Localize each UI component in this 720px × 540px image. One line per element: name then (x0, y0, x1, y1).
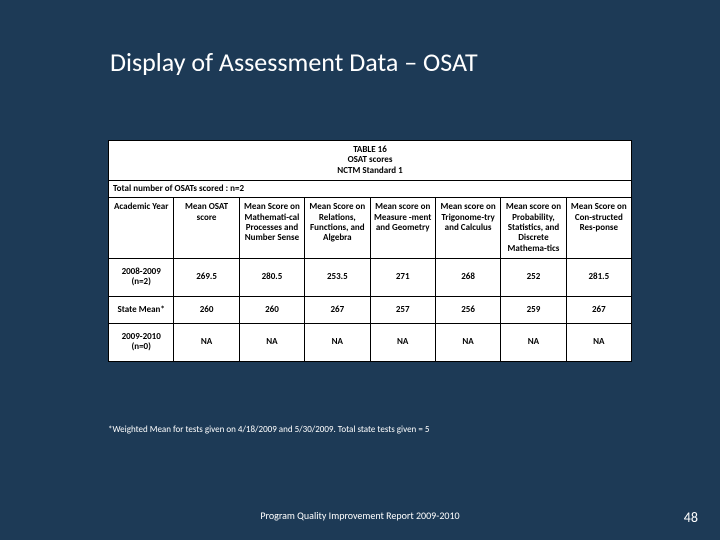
table-container: TABLE 16 OSAT scores NCTM Standard 1 Tot… (108, 140, 632, 362)
footer-title: Program Quality Improvement Report 2009-… (0, 509, 720, 522)
caption-line: NCTM Standard 1 (109, 166, 631, 176)
table-caption: TABLE 16 OSAT scores NCTM Standard 1 (109, 141, 632, 181)
cell: NA (174, 324, 239, 362)
col-header: Mean score on Probability, Statistics, a… (501, 198, 566, 259)
cell: NA (435, 324, 500, 362)
table-subheader: Total number of OSATs scored : n=2 (109, 181, 632, 198)
footnote: *Weighted Mean for tests given on 4/18/2… (108, 424, 429, 435)
col-header: Mean Score on Relations, Functions, and … (305, 198, 370, 259)
cell: NA (239, 324, 304, 362)
row-label: 2008-2009 (n=2) (109, 259, 174, 297)
slide-title: Display of Assessment Data – OSAT (110, 46, 478, 78)
cell: 259 (501, 296, 566, 323)
cell: NA (305, 324, 370, 362)
cell: 267 (305, 296, 370, 323)
page-number: 48 (684, 509, 698, 526)
cell: 271 (370, 259, 435, 297)
cell: NA (370, 324, 435, 362)
row-label: State Mean* (109, 296, 174, 323)
cell: 280.5 (239, 259, 304, 297)
col-header: Mean Score on Mathemati-cal Processes an… (239, 198, 304, 259)
cell: 269.5 (174, 259, 239, 297)
cell: 253.5 (305, 259, 370, 297)
cell: NA (566, 324, 631, 362)
col-header: Academic Year (109, 198, 174, 259)
cell: NA (501, 324, 566, 362)
osat-table: TABLE 16 OSAT scores NCTM Standard 1 Tot… (108, 140, 632, 362)
cell: 256 (435, 296, 500, 323)
col-header: Mean Score on Con-structed Res-ponse (566, 198, 631, 259)
cell: 252 (501, 259, 566, 297)
cell: 281.5 (566, 259, 631, 297)
col-header: Mean score on Trigonome-try and Calculus (435, 198, 500, 259)
cell: 257 (370, 296, 435, 323)
cell: 268 (435, 259, 500, 297)
col-header: Mean OSAT score (174, 198, 239, 259)
cell: 260 (174, 296, 239, 323)
col-header: Mean score on Measure -ment and Geometry (370, 198, 435, 259)
row-label: 2009-2010 (n=0) (109, 324, 174, 362)
cell: 267 (566, 296, 631, 323)
cell: 260 (239, 296, 304, 323)
